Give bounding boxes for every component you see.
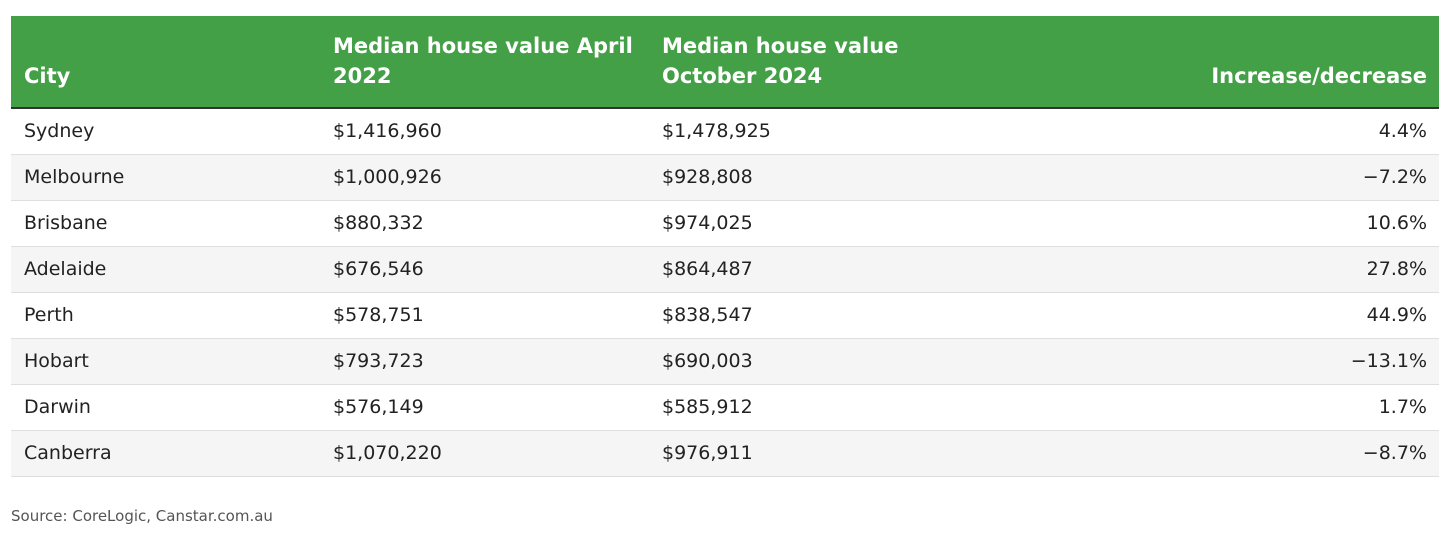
- table-row: Melbourne $1,000,926 $928,808 −7.2%: [11, 154, 1439, 201]
- house-value-table-container: City Median house value April 2022 Media…: [11, 16, 1439, 477]
- cell-change: −13.1%: [978, 338, 1439, 385]
- source-note: Source: CoreLogic, Canstar.com.au: [11, 507, 273, 525]
- cell-city: Perth: [11, 292, 320, 339]
- cell-value-2024: $690,003: [649, 338, 978, 385]
- cell-value-2022: $1,070,220: [320, 430, 649, 477]
- header-row: City Median house value April 2022 Media…: [11, 16, 1439, 108]
- cell-value-2022: $880,332: [320, 200, 649, 247]
- cell-change: 27.8%: [978, 246, 1439, 293]
- cell-city: Brisbane: [11, 200, 320, 247]
- cell-change: 4.4%: [978, 107, 1439, 155]
- table-body: Sydney $1,416,960 $1,478,925 4.4% Melbou…: [11, 107, 1439, 477]
- cell-value-2022: $576,149: [320, 384, 649, 431]
- table-row: Canberra $1,070,220 $976,911 −8.7%: [11, 430, 1439, 477]
- cell-value-2024: $1,478,925: [649, 107, 978, 155]
- cell-value-2024: $928,808: [649, 154, 978, 201]
- header-value-2022: Median house value April 2022: [333, 34, 633, 88]
- table-row: Adelaide $676,546 $864,487 27.8%: [11, 246, 1439, 293]
- cell-value-2024: $974,025: [649, 200, 978, 247]
- cell-value-2022: $793,723: [320, 338, 649, 385]
- cell-change: −8.7%: [978, 430, 1439, 477]
- header-value-2024: Median house value October 2024: [662, 34, 899, 88]
- header-city: City: [24, 64, 71, 88]
- cell-city: Melbourne: [11, 154, 320, 201]
- table-row: Darwin $576,149 $585,912 1.7%: [11, 384, 1439, 431]
- cell-value-2024: $838,547: [649, 292, 978, 339]
- header-change: Increase/decrease: [1211, 64, 1427, 88]
- cell-value-2022: $676,546: [320, 246, 649, 293]
- cell-value-2024: $585,912: [649, 384, 978, 431]
- cell-city: Darwin: [11, 384, 320, 431]
- cell-city: Hobart: [11, 338, 320, 385]
- table-row: Sydney $1,416,960 $1,478,925 4.4%: [11, 107, 1439, 155]
- cell-value-2022: $578,751: [320, 292, 649, 339]
- cell-change: 44.9%: [978, 292, 1439, 339]
- table-row: Perth $578,751 $838,547 44.9%: [11, 292, 1439, 339]
- cell-value-2022: $1,000,926: [320, 154, 649, 201]
- cell-change: −7.2%: [978, 154, 1439, 201]
- cell-city: Adelaide: [11, 246, 320, 293]
- cell-city: Sydney: [11, 107, 320, 155]
- cell-change: 1.7%: [978, 384, 1439, 431]
- cell-city: Canberra: [11, 430, 320, 477]
- cell-value-2024: $864,487: [649, 246, 978, 293]
- table-header: City Median house value April 2022 Media…: [11, 16, 1439, 108]
- cell-value-2024: $976,911: [649, 430, 978, 477]
- cell-change: 10.6%: [978, 200, 1439, 247]
- table-row: Brisbane $880,332 $974,025 10.6%: [11, 200, 1439, 247]
- house-value-table: City Median house value April 2022 Media…: [11, 16, 1439, 477]
- table-row: Hobart $793,723 $690,003 −13.1%: [11, 338, 1439, 385]
- cell-value-2022: $1,416,960: [320, 107, 649, 155]
